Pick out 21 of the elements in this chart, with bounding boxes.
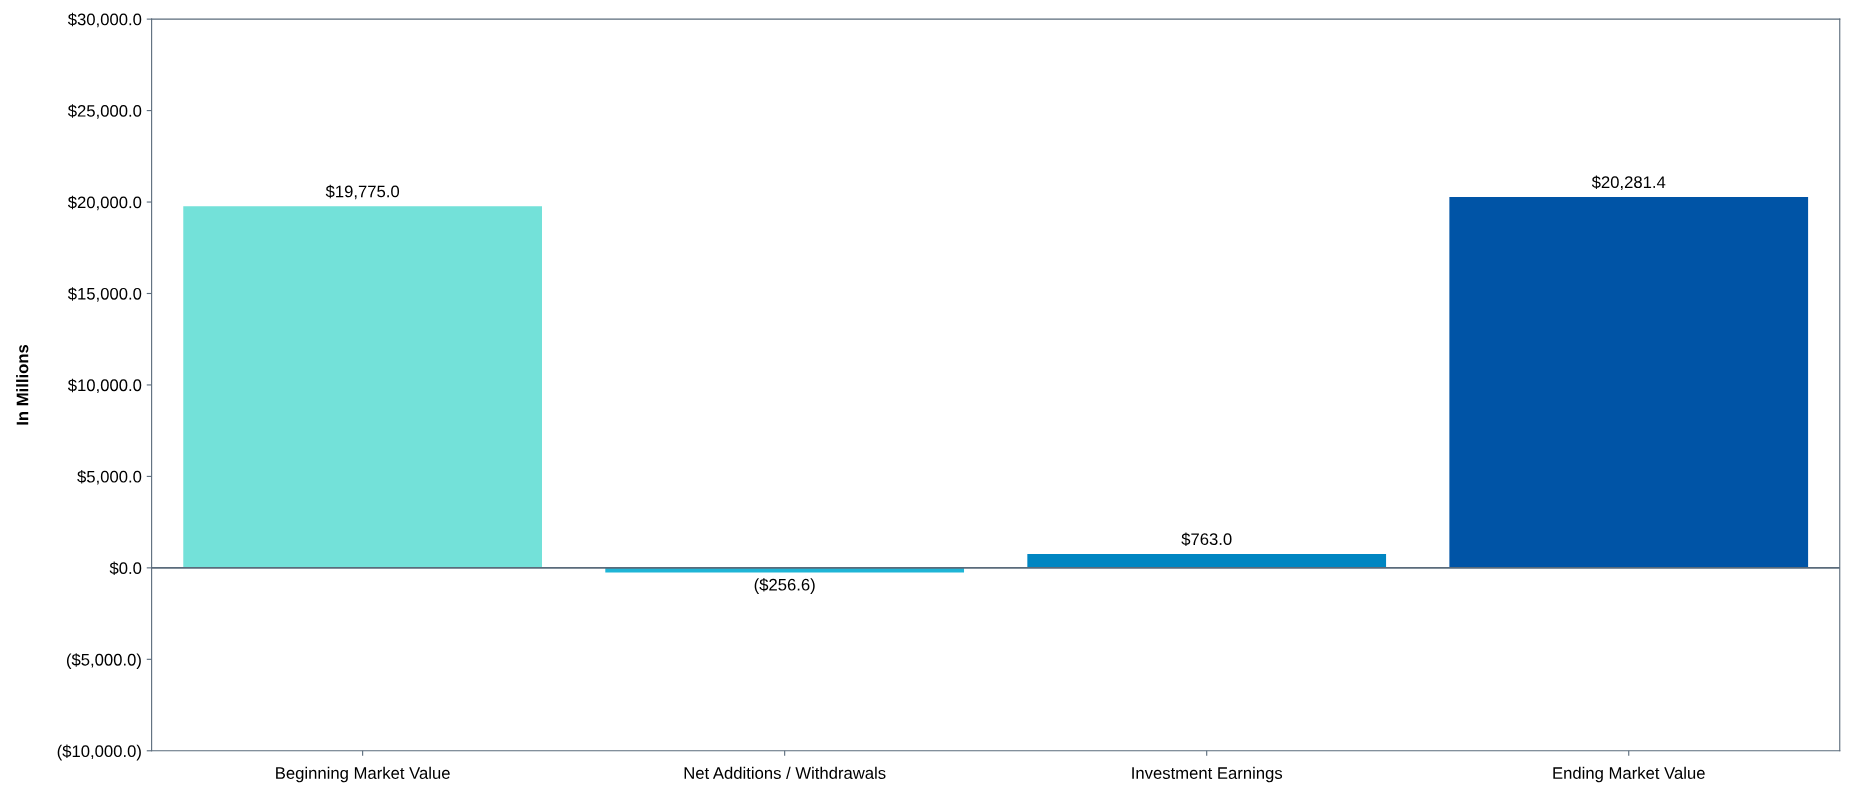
y-tick-label: $30,000.0 (67, 12, 142, 28)
data-label: $20,281.4 (1591, 175, 1666, 191)
y-tick-label: ($5,000.0) (66, 653, 141, 669)
data-label: $763.0 (1181, 532, 1232, 547)
y-tick-label: $20,000.0 (67, 195, 142, 211)
y-tick-label: $10,000.0 (67, 378, 142, 394)
x-tick-label: Ending Market Value (1553, 766, 1705, 783)
y-tick-label: $15,000.0 (67, 287, 142, 302)
bar (1027, 553, 1387, 568)
data-label: $19,775.0 (325, 184, 400, 200)
x-tick-label: Beginning Market Value (276, 766, 450, 783)
bar (183, 206, 542, 568)
y-tick-label: $25,000.0 (67, 104, 142, 119)
x-tick-label: Net Additions / Withdrawals (684, 766, 886, 779)
data-label: ($256.6) (754, 578, 815, 594)
y-axis-title: In Millions (16, 344, 29, 425)
y-tick-label: $5,000.0 (77, 470, 142, 485)
x-tick-label: Investment Earnings (1132, 766, 1283, 783)
y-tick-label: ($10,000.0) (57, 744, 141, 761)
bar (1449, 196, 1809, 568)
y-tick-label: $0.0 (109, 561, 142, 576)
